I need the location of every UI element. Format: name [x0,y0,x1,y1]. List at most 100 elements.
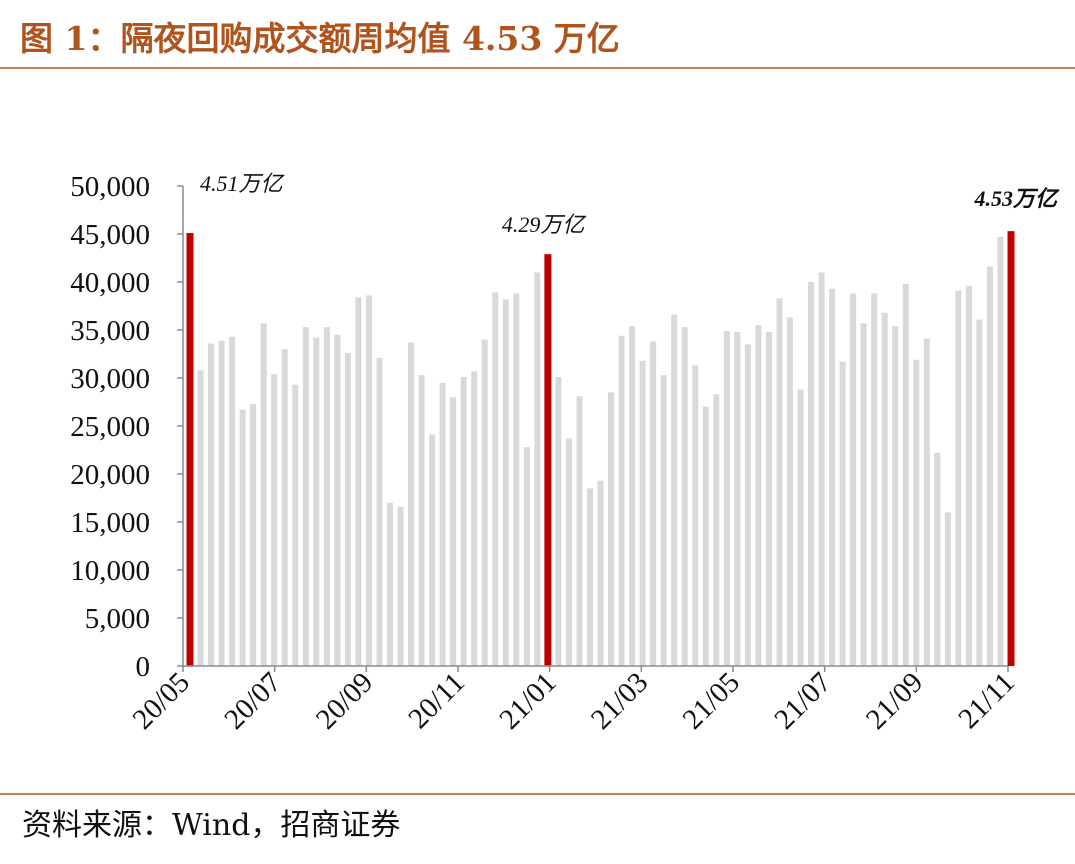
x-tick-label: 20/09 [310,666,379,735]
bar [218,340,225,666]
bar [765,331,772,666]
x-tick-label: 21/01 [493,666,562,735]
bar [450,397,457,666]
bar [439,382,446,666]
bar [197,370,204,666]
y-tick-label: 50,000 [70,171,150,203]
bar [492,292,499,666]
bar [902,283,909,666]
bar [702,406,709,666]
y-tick-label: 45,000 [70,219,150,251]
bar [555,377,562,666]
bar [429,434,436,666]
bar [502,299,509,666]
bar [323,327,330,666]
highlight-bar [544,254,552,666]
bar [229,336,236,666]
bar [250,403,257,666]
bar [397,506,404,666]
bar [776,298,783,666]
bar [671,314,678,666]
bar [586,488,593,666]
bar [386,502,393,666]
y-tick-label: 10,000 [70,555,150,587]
bar [460,377,467,666]
bar [534,272,541,666]
bar [850,293,857,666]
bar [892,326,899,666]
chart-title: 图 1：隔夜回购成交额周均值 4.53 万亿 [20,19,620,58]
bar [523,447,530,666]
bar [302,327,309,666]
bar [365,295,372,666]
bar [997,236,1004,666]
bar [344,353,351,666]
bar [744,344,751,666]
bar [923,338,930,666]
source-note: 资料来源：Wind，招商证券 [22,808,401,843]
bar [418,375,425,666]
bar [271,374,278,666]
bar [208,343,215,666]
y-tick-label: 15,000 [70,507,150,539]
bar [839,361,846,666]
bar [239,409,246,666]
bar-chart: 0 5,000 10,000 15,000 20,000 25,000 30,000 35,0… [70,171,1060,736]
bar [355,297,362,666]
x-tick-label: 21/07 [768,666,837,735]
bar [629,326,636,666]
bar [618,335,625,666]
bar [334,334,341,666]
source-divider [0,793,1075,795]
bar [986,266,993,666]
bar [976,319,983,666]
data-annotation: 4.29万亿 [502,212,588,237]
bar [471,371,478,666]
bar [860,323,867,666]
bar [260,323,267,666]
bar [660,375,667,666]
bar [313,337,320,666]
bar [281,349,288,666]
x-tick-label: 21/03 [585,666,654,735]
bar [829,288,836,666]
data-annotation: 4.53万亿 [973,186,1060,211]
bar [597,480,604,666]
bar [734,331,741,666]
x-tick-label: 20/07 [218,666,287,735]
bar [565,438,572,666]
bar [913,359,920,666]
bar [723,330,730,666]
bar [955,290,962,666]
bar [639,360,646,666]
title-divider [0,67,1075,69]
bar [965,285,972,666]
bar [755,325,762,666]
bar [881,312,888,666]
y-tick-label: 20,000 [70,459,150,491]
bar [376,357,383,666]
x-tick-label: 21/11 [952,666,1021,735]
bar [934,452,941,666]
highlight-bar [186,233,194,667]
y-tick-label: 25,000 [70,411,150,443]
x-tick-label: 21/09 [860,666,929,735]
y-tick-label: 5,000 [85,603,150,635]
x-tick-label: 20/11 [402,666,471,735]
highlight-bar [1007,231,1015,666]
bar [408,342,415,666]
y-tick-label: 0 [136,651,151,683]
bar [513,293,520,666]
bar [608,392,615,666]
bar [481,339,488,666]
bar [944,512,951,666]
bar [786,317,793,666]
bar [681,327,688,666]
bar [871,293,878,666]
data-annotation: 4.51万亿 [200,171,286,196]
bar [797,389,804,666]
bar [713,394,720,666]
bar [576,396,583,666]
bar [692,365,699,666]
bar [808,282,815,666]
